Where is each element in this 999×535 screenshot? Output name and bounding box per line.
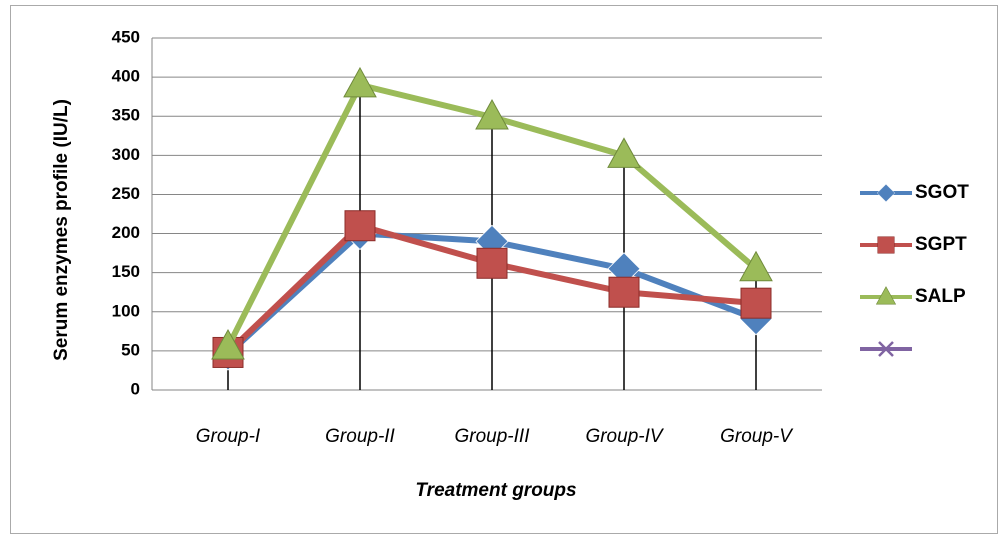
x-axis-label: Treatment groups: [415, 480, 576, 501]
y-tick-label: 0: [131, 379, 140, 398]
legend-label: SALP: [915, 286, 966, 307]
marker: [211, 328, 245, 360]
y-tick-label: 300: [112, 145, 140, 164]
legend-marker: [877, 236, 895, 254]
legend-label: SGPT: [915, 234, 967, 255]
x-tick-label: Group-V: [720, 426, 794, 447]
marker: [608, 276, 640, 308]
y-tick-label: 100: [112, 301, 140, 320]
marker: [607, 137, 641, 168]
legend-label: SGOT: [915, 182, 969, 203]
x-tick-label: Group-III: [455, 426, 531, 447]
legend-extra: [860, 341, 912, 357]
marker: [475, 98, 509, 130]
marker: [739, 250, 773, 282]
marker: [476, 247, 508, 279]
marker: [343, 66, 377, 98]
y-tick-label: 250: [112, 184, 140, 203]
y-axis-label: Serum enzymes profile (IU/L): [51, 99, 72, 361]
y-tick-label: 450: [112, 27, 140, 46]
y-tick-label: 350: [112, 106, 140, 125]
x-tick-label: Group-II: [325, 426, 395, 447]
x-tick-label: Group-IV: [585, 426, 664, 447]
marker: [344, 210, 376, 242]
y-tick-label: 50: [121, 340, 140, 359]
x-tick-label: Group-I: [196, 426, 261, 447]
legend-marker: [876, 183, 896, 203]
legend-marker: [875, 286, 897, 305]
y-tick-label: 150: [112, 262, 140, 281]
y-tick-label: 200: [112, 223, 140, 242]
marker: [740, 287, 772, 319]
y-tick-label: 400: [112, 67, 140, 86]
